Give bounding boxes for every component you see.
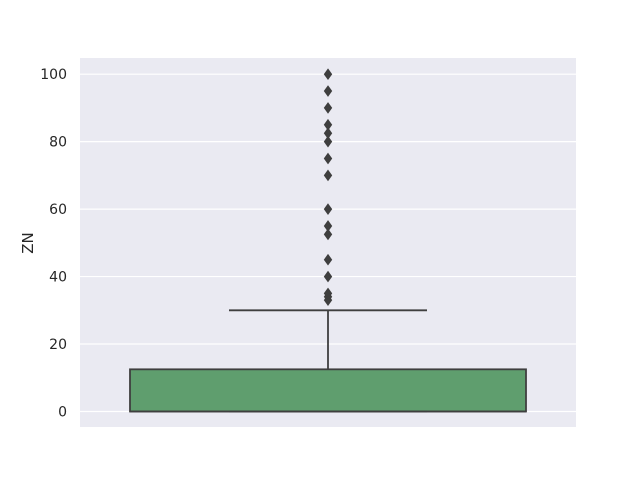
outlier-point [323,169,333,182]
outlier-point [323,220,333,232]
box-plot [129,309,527,413]
outlier-point [323,253,333,266]
outlier-point [323,118,333,131]
y-tick-label: 0 [58,404,67,420]
outlier-point [323,102,333,114]
outlier-point [323,270,333,283]
y-tick-label: 20 [49,337,67,353]
y-tick-labels: 0 20 40 60 80 100 [40,67,67,420]
outlier-point [323,127,333,140]
outlier-point [323,152,333,165]
outlier-point [323,228,333,241]
outlier-point [323,203,333,215]
outlier-point [323,68,333,81]
y-tick-label: 40 [49,270,67,286]
outlier-point [323,135,333,148]
outlier-point [323,85,333,97]
y-tick-label: 100 [40,67,67,83]
box-iqr [129,368,527,413]
y-tick-label: 60 [49,202,67,218]
outlier-points [323,68,333,307]
outlier-point [323,287,333,300]
y-tick-label: 80 [49,135,67,151]
y-axis-label: ZN [19,232,37,254]
